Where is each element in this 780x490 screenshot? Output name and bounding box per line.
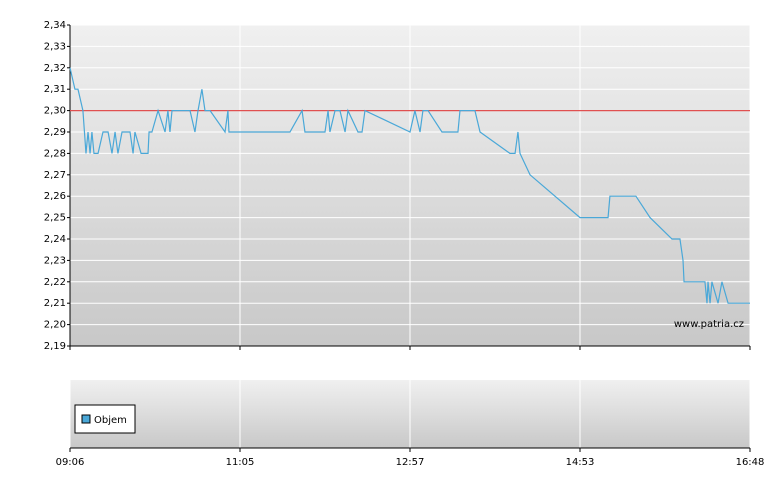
y-tick-label: 2,30 xyxy=(44,106,66,117)
y-tick-label: 2,21 xyxy=(44,298,66,309)
y-tick-label: 2,28 xyxy=(44,148,66,159)
x-tick-label: 09:06 xyxy=(56,457,85,468)
price-line xyxy=(69,67,750,304)
y-tick-label: 2,33 xyxy=(44,41,66,52)
y-tick-label: 2,29 xyxy=(44,127,66,138)
x-tick-label: 16:48 xyxy=(736,457,765,468)
y-tick-label: 2,23 xyxy=(44,255,66,266)
y-tick-label: 2,34 xyxy=(44,20,66,31)
x-tick-label: 12:57 xyxy=(396,457,425,468)
y-tick-label: 2,20 xyxy=(44,320,66,331)
y-tick-label: 2,26 xyxy=(44,191,66,202)
watermark: www.patria.cz xyxy=(674,319,744,330)
y-tick-label: 2,19 xyxy=(44,341,66,352)
y-tick-label: 2,22 xyxy=(44,277,66,288)
y-tick-label: 2,27 xyxy=(44,170,66,181)
legend-swatch xyxy=(81,414,91,424)
legend-label: Objem xyxy=(94,415,127,426)
x-tick-label: 14:53 xyxy=(566,457,595,468)
y-tick-label: 2,32 xyxy=(44,63,66,74)
y-tick-label: 2,31 xyxy=(44,84,66,95)
x-tick-label: 11:05 xyxy=(226,457,255,468)
y-tick-label: 2,24 xyxy=(44,234,66,245)
y-tick-label: 2,25 xyxy=(44,213,66,224)
